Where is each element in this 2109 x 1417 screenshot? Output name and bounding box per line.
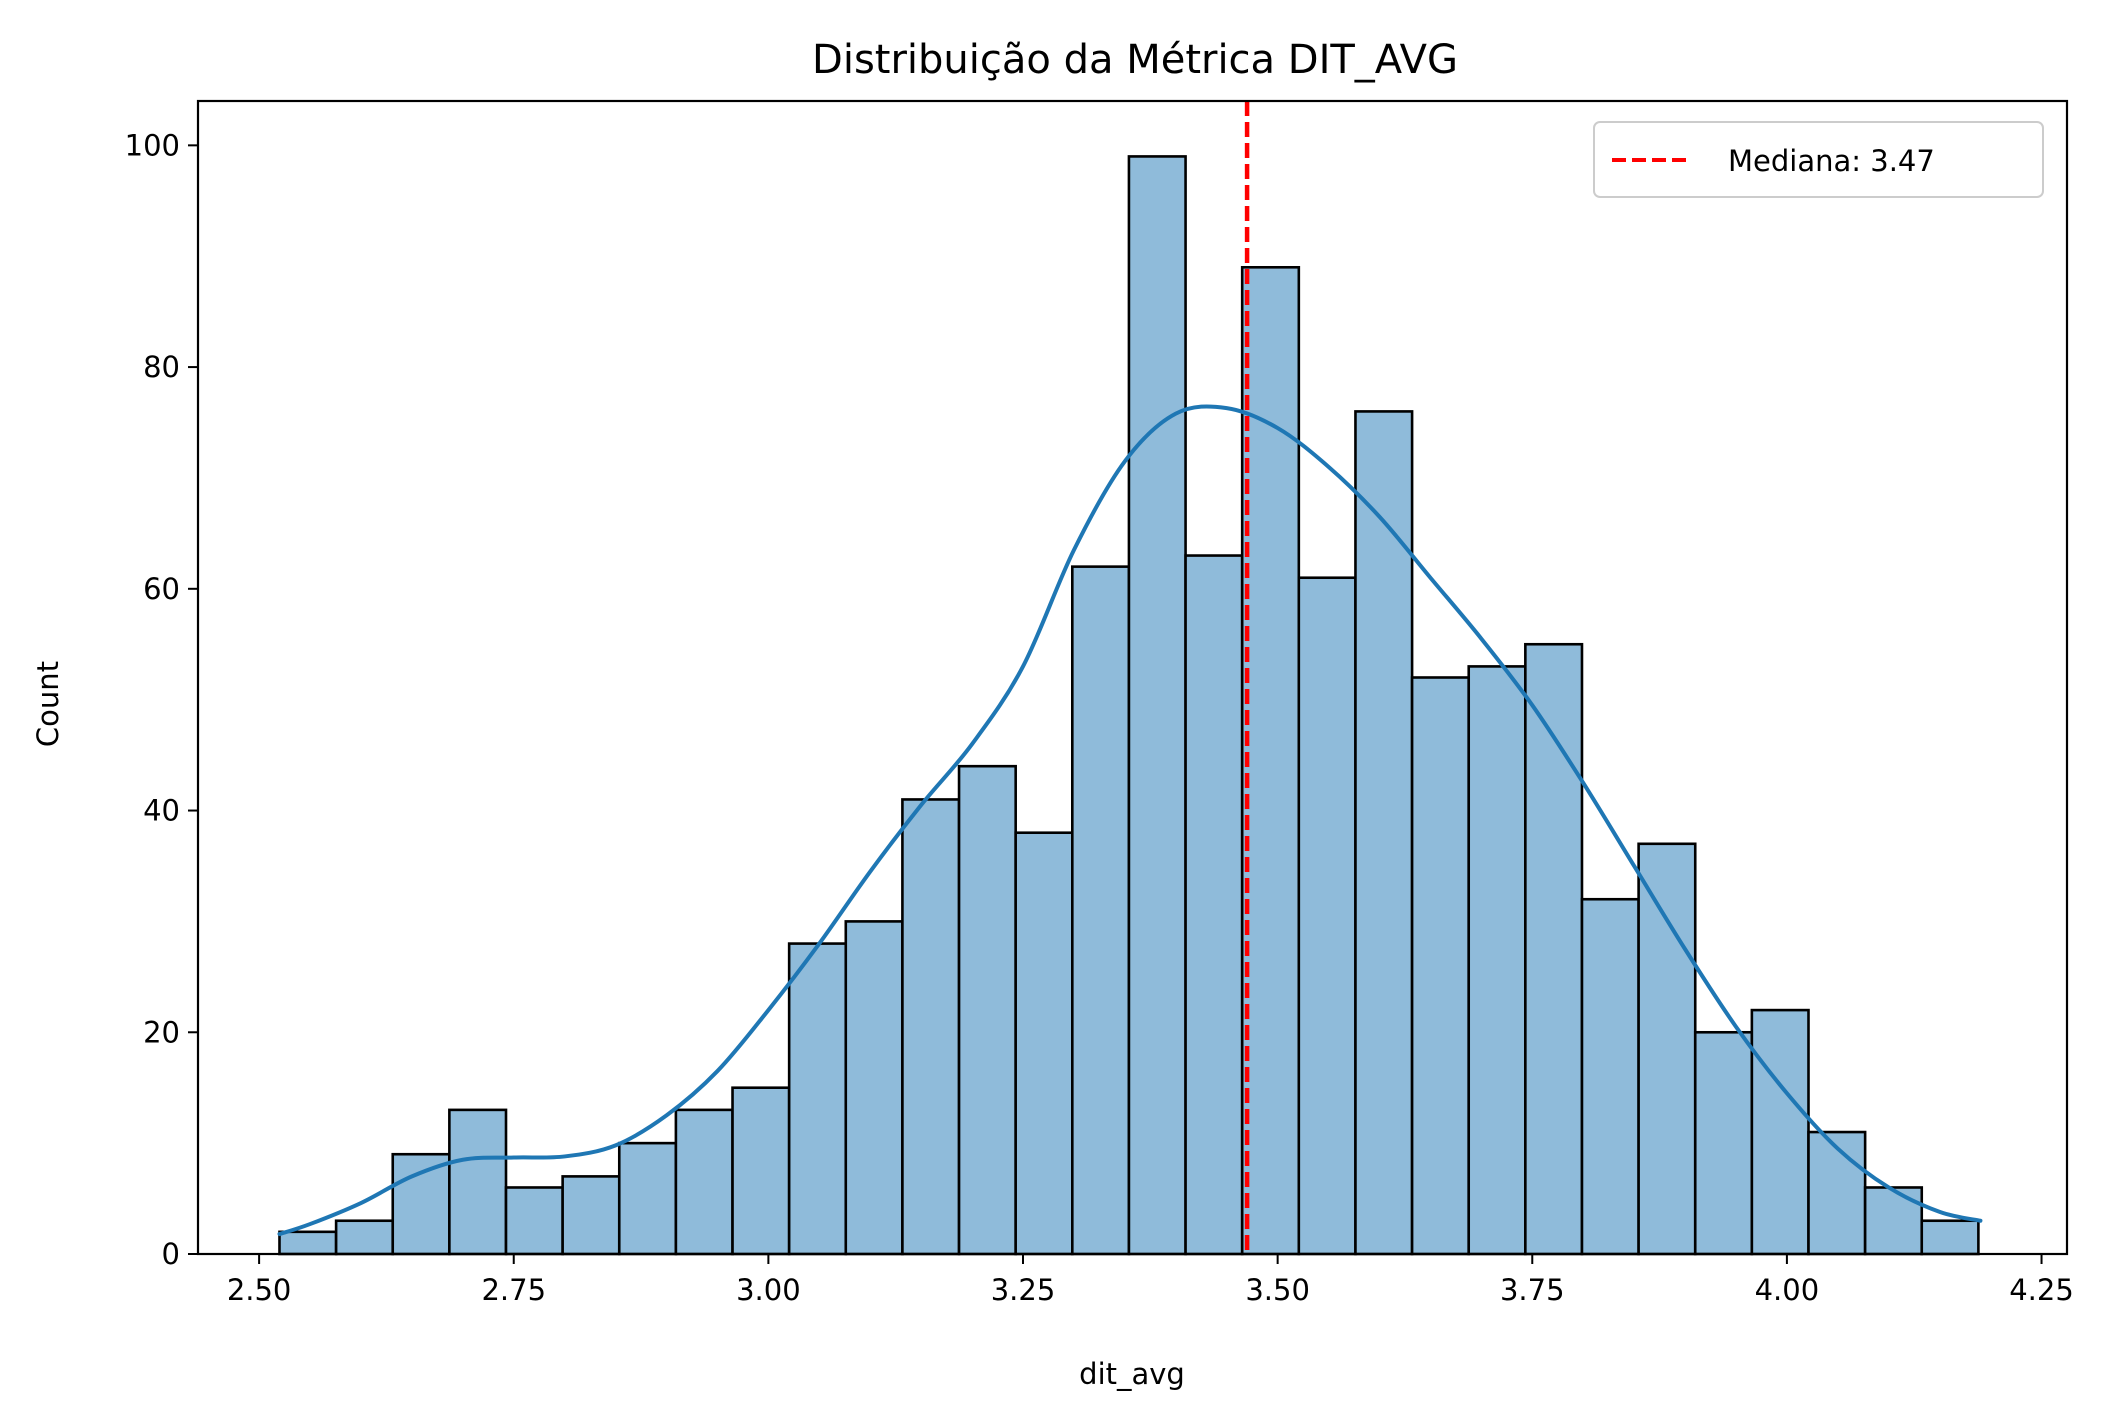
histogram-bar — [901, 798, 961, 1256]
y-tick-label: 60 — [143, 572, 180, 606]
histogram-bar — [1750, 1008, 1810, 1256]
x-axis-ticks: 2.50 2.75 3.00 3.25 3.50 3.75 4.00 4.25 — [227, 1254, 2074, 1307]
histogram-bar — [334, 1219, 395, 1256]
histogram-bar — [1410, 676, 1471, 1256]
kde-group — [277, 404, 1983, 1237]
x-tick-label: 3.25 — [991, 1273, 1056, 1307]
histogram-bar — [278, 1230, 338, 1256]
histogram-bar — [1184, 554, 1244, 1256]
histogram-bar — [731, 1086, 791, 1256]
x-tick-label: 3.00 — [736, 1273, 801, 1307]
y-tick-label: 40 — [143, 794, 180, 828]
histogram-bar — [1240, 265, 1301, 1256]
histogram-bar — [561, 1175, 621, 1256]
histogram-bar — [1637, 842, 1697, 1256]
histogram-bar — [617, 1141, 678, 1256]
x-tick-label: 4.25 — [2009, 1273, 2074, 1307]
histogram-bar — [1580, 897, 1640, 1256]
y-tick-label: 80 — [143, 350, 180, 384]
bars-group — [278, 155, 1980, 1256]
y-tick-label: 100 — [125, 128, 180, 162]
histogram-bar — [957, 764, 1017, 1256]
histogram-bar — [1127, 155, 1187, 1256]
histogram-bar — [1297, 576, 1357, 1256]
histogram-bar — [1071, 565, 1131, 1256]
kde-line — [277, 404, 1983, 1237]
y-tick-label: 20 — [143, 1015, 180, 1049]
histogram-bar — [1920, 1219, 1980, 1256]
histogram-bar — [787, 942, 848, 1256]
legend: Mediana: 3.47 — [1593, 121, 2044, 198]
histogram-bar — [1863, 1186, 1924, 1256]
x-tick-label: 3.75 — [1500, 1273, 1565, 1307]
histogram-bar — [504, 1186, 564, 1256]
x-tick-label: 4.00 — [1755, 1273, 1820, 1307]
chart-title: Distribuição da Métrica DIT_AVG — [812, 37, 1458, 83]
histogram-bar — [674, 1108, 734, 1256]
histogram-bar — [391, 1152, 451, 1256]
x-axis-label: dit_avg — [1079, 1357, 1185, 1391]
histogram-bar — [1014, 831, 1074, 1256]
x-tick-label: 3.50 — [1245, 1273, 1310, 1307]
histogram-bar — [844, 920, 904, 1256]
legend-box — [1593, 121, 2044, 198]
y-axis-ticks: 0 20 40 60 80 100 — [125, 128, 198, 1271]
histogram-bar — [1807, 1130, 1867, 1256]
x-tick-label: 2.75 — [481, 1273, 546, 1307]
histogram-bar — [1693, 1030, 1754, 1256]
x-tick-label: 2.50 — [227, 1273, 292, 1307]
y-tick-label: 0 — [162, 1237, 180, 1271]
histogram-bar — [1354, 410, 1414, 1256]
histogram-bar — [1467, 665, 1527, 1256]
histogram-bar — [448, 1108, 508, 1256]
axes-frame — [196, 99, 2069, 1256]
legend-label-median: Mediana: 3.47 — [1728, 144, 1935, 178]
y-axis-label: Count — [31, 661, 65, 747]
